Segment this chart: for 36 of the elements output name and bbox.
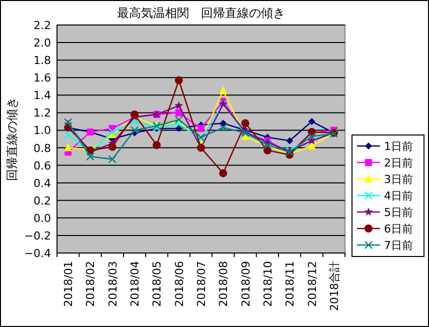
x-tick-label: 2018/03 [106, 261, 120, 307]
x-tick-label: 2018/10 [261, 261, 274, 307]
x-tick-label: 2018/04 [128, 261, 142, 307]
y-axis-title: 回帰直線の傾き [5, 97, 19, 181]
y-tick-label: −0.2 [24, 229, 51, 242]
y-tick-label: 1.0 [34, 124, 51, 138]
y-tick-label: 0.2 [34, 194, 51, 208]
y-tick-label: 1.8 [34, 54, 51, 68]
legend-label: 6日前 [384, 222, 413, 236]
legend-label: 3日前 [384, 173, 413, 186]
y-tick-label: 2.2 [34, 19, 51, 32]
legend-label: 2日前 [384, 156, 413, 170]
y-tick-label: 1.4 [34, 89, 51, 102]
y-tick-label: 0.6 [34, 159, 51, 172]
legend-label: 7日前 [384, 239, 413, 252]
x-tick-label: 2018/06 [172, 261, 186, 307]
legend-label: 1日前 [384, 140, 413, 153]
x-tick-label: 2018/11 [284, 261, 297, 307]
x-tick-label: 2018/01 [62, 261, 76, 307]
x-tick-label: 2018/07 [195, 261, 208, 307]
x-tick-label: 2018/02 [84, 261, 98, 307]
x-tick-label: 2018/08 [217, 261, 230, 307]
legend-label: 4日前 [384, 190, 413, 202]
y-tick-label: 2.0 [34, 36, 51, 50]
y-tick-label: 1.6 [34, 72, 51, 85]
y-tick-label: 1.2 [34, 106, 51, 120]
x-tick-label: 2018/12 [306, 261, 319, 307]
y-tick-label: 0.0 [34, 212, 51, 225]
x-tick-label: 2018/09 [239, 261, 252, 307]
legend-label: 5日前 [384, 206, 413, 219]
y-tick-label: −0.4 [24, 247, 51, 260]
y-tick-label: 0.4 [34, 176, 51, 190]
chart-title: 最高気温相関 回帰直線の傾き [117, 6, 285, 20]
x-tick-label: 2018合計 [328, 261, 341, 311]
y-tick-label: 0.8 [34, 142, 51, 155]
x-tick-label: 2018/05 [150, 261, 164, 307]
